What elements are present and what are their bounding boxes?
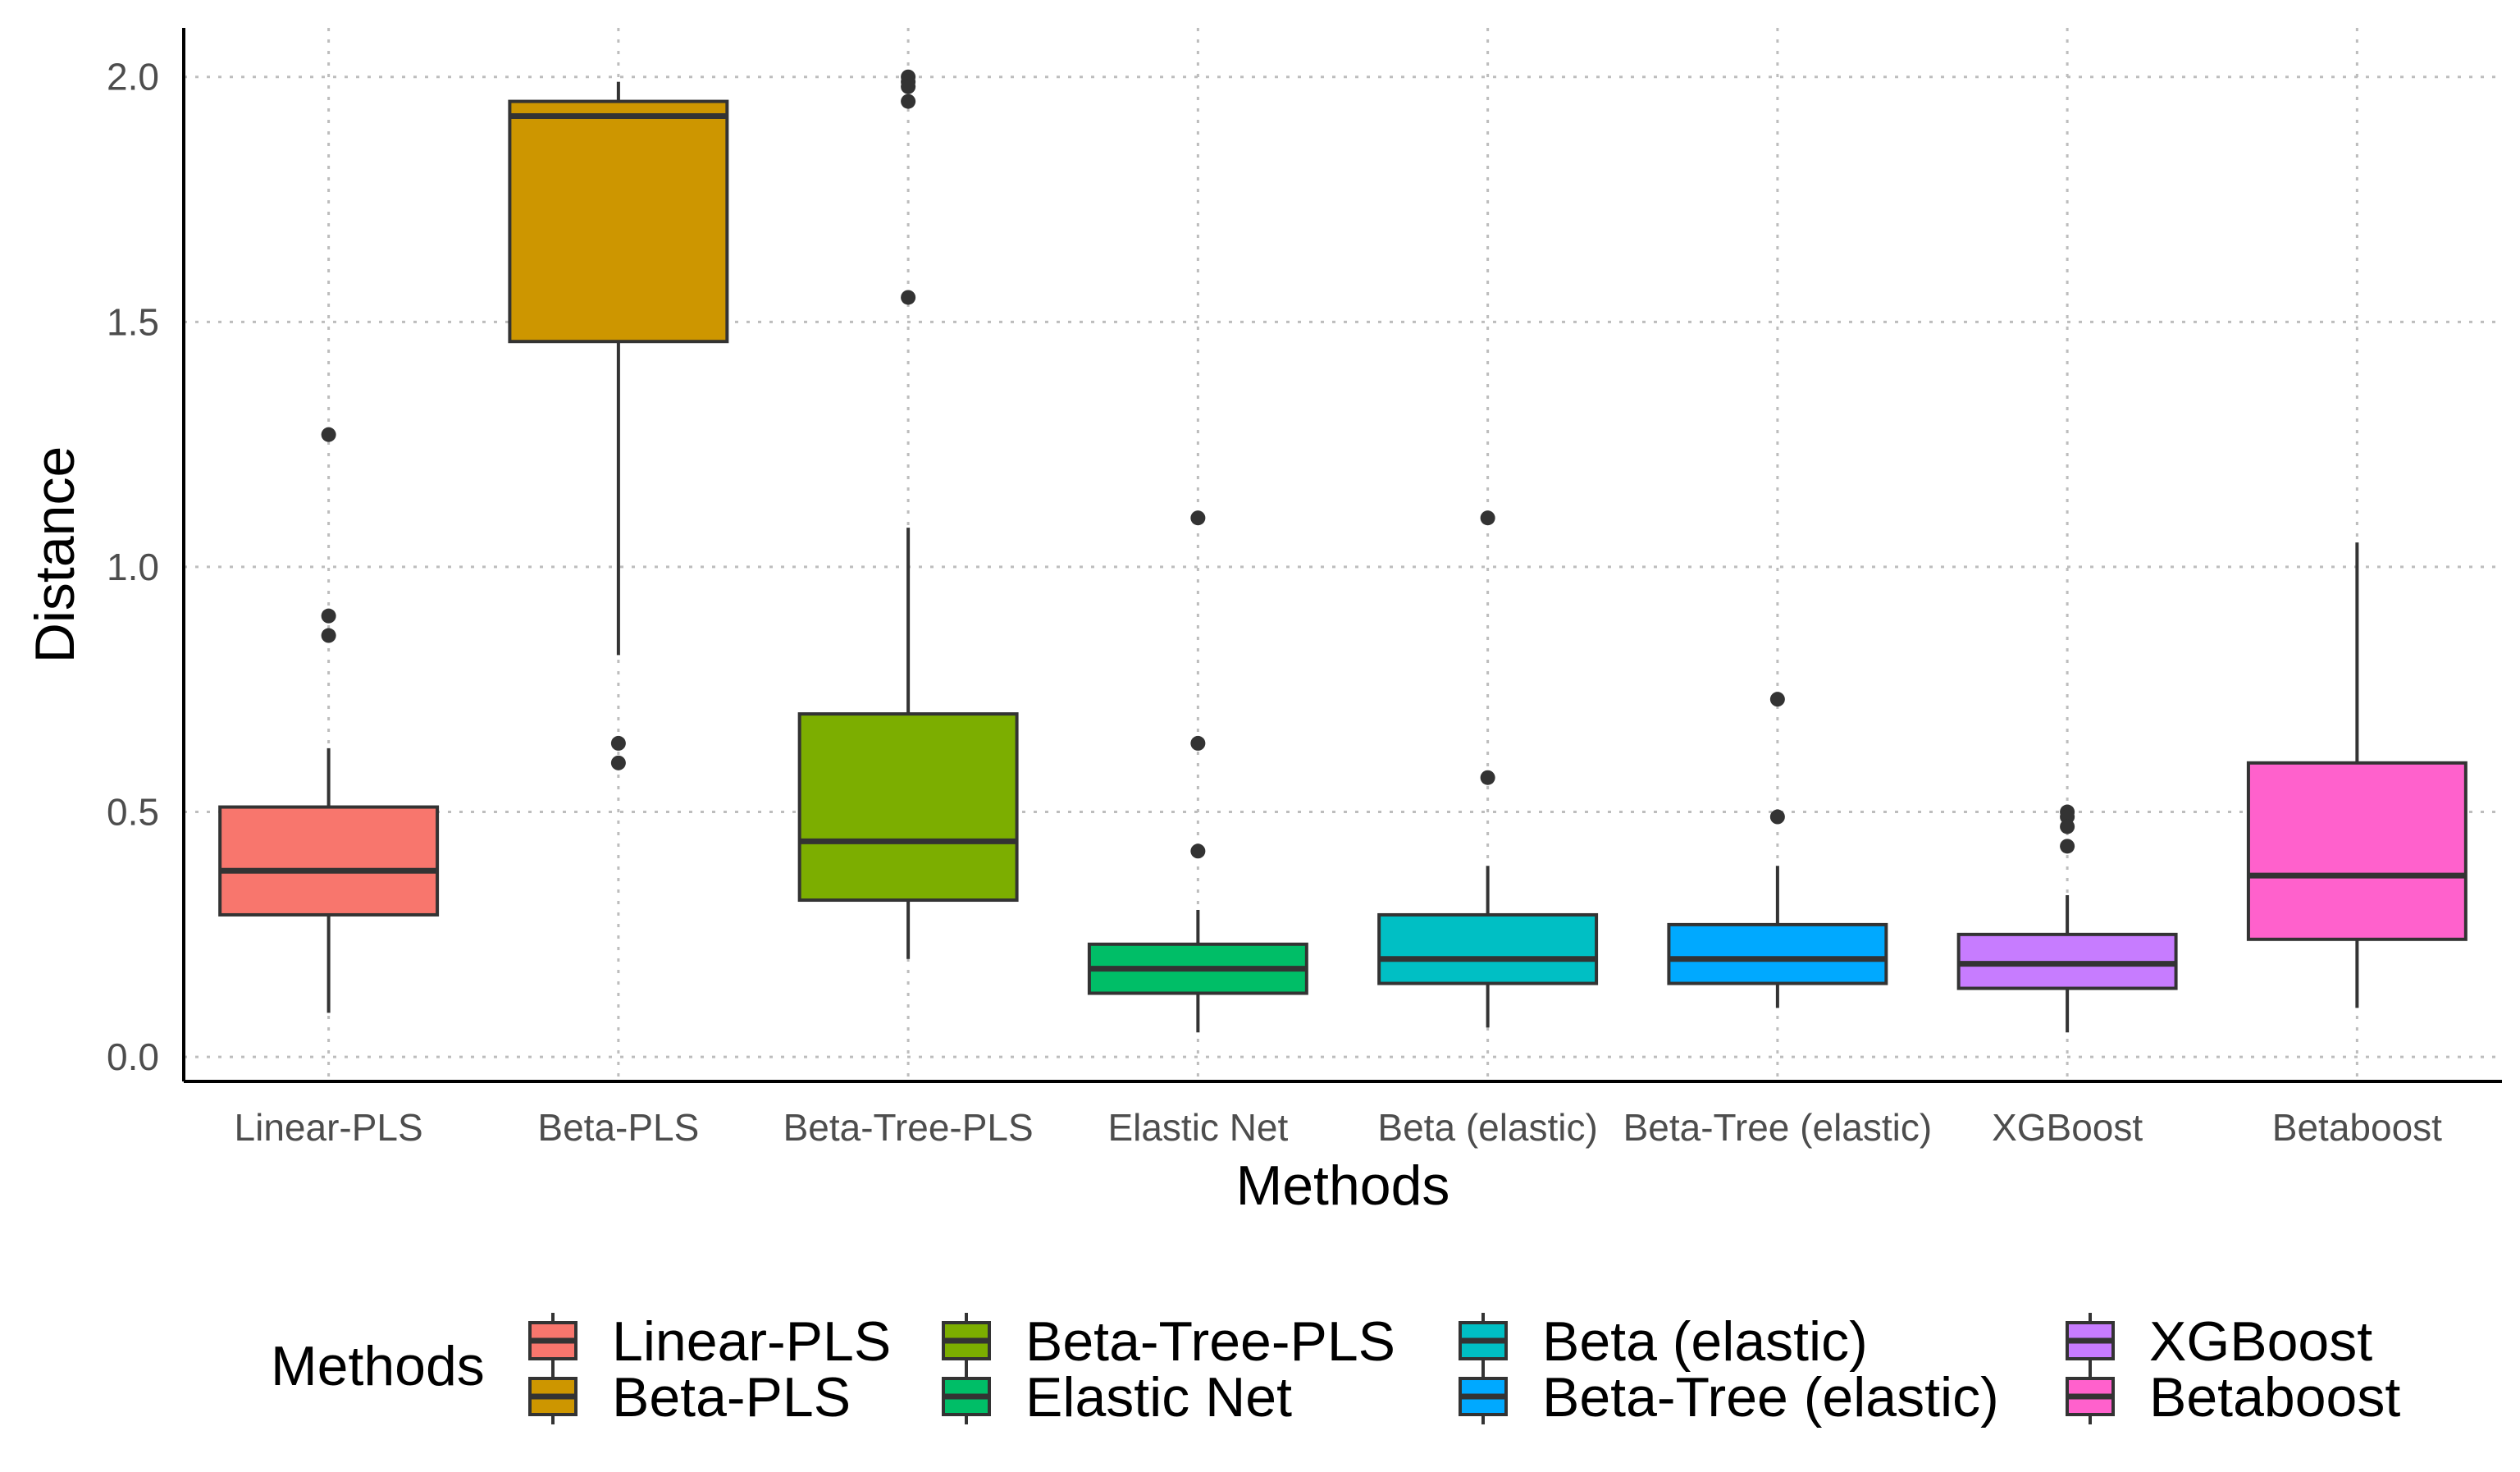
box-group-beta-tree-elastic- (1667, 692, 1888, 1008)
legend-label: Beta-PLS (612, 1366, 851, 1429)
y-tick-label: 0.5 (107, 791, 159, 834)
y-axis-title: Distance (24, 446, 86, 664)
plot-layer (218, 69, 2468, 1033)
x-tick-label: Beta-Tree-PLS (783, 1106, 1034, 1149)
x-tick-label: Beta-Tree (elastic) (1623, 1106, 1933, 1149)
legend-item: Beta-Tree (elastic) (1459, 1366, 1999, 1429)
outlier-point (1769, 809, 1785, 825)
box-iqr (797, 712, 1019, 903)
x-tick-label: Beta-PLS (537, 1106, 699, 1149)
outlier-point (901, 79, 916, 94)
box-group-beta-tree-pls (797, 69, 1019, 959)
y-tick-label: 1.5 (107, 300, 159, 343)
outlier-point (321, 427, 336, 442)
x-tick-label: Betaboost (2272, 1106, 2442, 1149)
legend-label: Betaboost (2149, 1366, 2400, 1429)
x-tick-label: Beta (elastic) (1377, 1106, 1597, 1149)
legend-label: Linear-PLS (612, 1310, 891, 1373)
outlier-point (1190, 843, 1206, 859)
legend-item: Beta-Tree-PLS (942, 1310, 1395, 1373)
legend-label: XGBoost (2149, 1310, 2372, 1373)
outlier-point (901, 290, 916, 305)
y-tick-label: 0.0 (107, 1035, 159, 1078)
box-iqr (1377, 912, 1599, 985)
legend-item: Betaboost (2066, 1366, 2400, 1429)
box-group-beta-elastic- (1377, 510, 1599, 1028)
outlier-point (321, 608, 336, 624)
x-tick-label: Linear-PLS (235, 1106, 423, 1149)
legend-label: Elastic Net (1025, 1366, 1292, 1429)
outlier-point (901, 94, 916, 109)
box-group-xgboost (1956, 804, 2178, 1033)
legend-label: Beta (elastic) (1542, 1310, 1868, 1373)
outlier-point (1190, 735, 1206, 751)
outlier-point (321, 628, 336, 643)
axis-layer: 0.0 0.5 1.0 1.5 2.0 Linear-PLS Beta-PLS Beta-Tr… (107, 28, 2502, 1149)
box-group-elastic-net (1087, 510, 1308, 1033)
legend-title: Methods (271, 1335, 485, 1397)
y-tick-label: 1.0 (107, 546, 159, 588)
x-tick-label: Elastic Net (1107, 1106, 1288, 1149)
legend-item: Beta (elastic) (1459, 1310, 1868, 1373)
box-iqr (2246, 761, 2468, 941)
y-tick-label: 2.0 (107, 56, 159, 98)
outlier-point (1480, 510, 1495, 526)
outlier-point (610, 755, 626, 770)
box-iqr (508, 99, 729, 344)
legend-item: Beta-PLS (528, 1366, 851, 1429)
x-axis-title: Methods (1236, 1154, 1450, 1217)
box-iqr (218, 805, 440, 917)
grid-layer (184, 28, 2502, 1081)
outlier-point (1190, 510, 1206, 526)
outlier-point (1480, 770, 1495, 785)
outlier-point (2060, 839, 2075, 854)
outlier-point (610, 735, 626, 751)
legend-label: Beta-Tree (elastic) (1542, 1366, 1999, 1429)
outlier-point (1769, 692, 1785, 707)
outlier-point (2060, 819, 2075, 834)
legend-item: Linear-PLS (528, 1310, 891, 1373)
legend-item: Elastic Net (942, 1366, 1292, 1429)
x-tick-label: XGBoost (1992, 1106, 2143, 1149)
box-group-beta-pls (508, 81, 729, 770)
box-group-betaboost (2246, 542, 2468, 1008)
box-group-linear-pls (218, 427, 440, 1013)
box-iqr (1667, 922, 1888, 985)
legend-item: XGBoost (2066, 1310, 2372, 1373)
legend-label: Beta-Tree-PLS (1025, 1310, 1395, 1373)
